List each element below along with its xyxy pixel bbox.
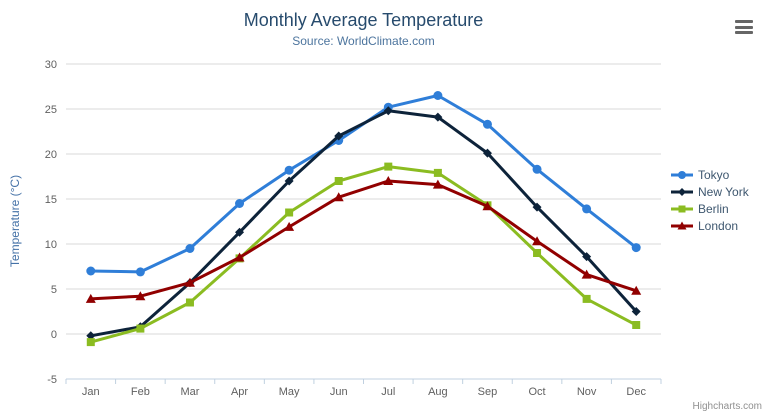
x-axis-label: Mar xyxy=(180,386,199,398)
data-point-marker[interactable] xyxy=(284,221,295,231)
circle-series-marker-icon xyxy=(671,170,693,179)
data-point-marker[interactable] xyxy=(582,252,592,262)
x-axis-label: Jan xyxy=(82,386,100,398)
data-point-marker[interactable] xyxy=(86,331,96,341)
legend-marker xyxy=(678,170,686,179)
x-axis-label: Jul xyxy=(381,386,395,398)
data-point-marker[interactable] xyxy=(85,293,96,303)
diamond-series-marker-icon xyxy=(671,187,693,196)
series-tokyo xyxy=(86,91,641,277)
y-axis-label: 5 xyxy=(51,284,57,296)
data-point-marker[interactable] xyxy=(631,307,641,316)
data-point-marker[interactable] xyxy=(582,294,591,303)
data-point-marker[interactable] xyxy=(632,321,641,329)
y-axis-label: 30 xyxy=(45,59,57,71)
legend-item-london[interactable]: London xyxy=(671,217,767,234)
data-point-marker[interactable] xyxy=(234,252,245,262)
data-point-marker[interactable] xyxy=(582,204,592,214)
data-point-marker[interactable] xyxy=(135,291,146,301)
x-axis-label: Oct xyxy=(528,386,545,398)
legend-item-berlin[interactable]: Berlin xyxy=(671,200,767,217)
series-london xyxy=(85,176,642,303)
legend-marker xyxy=(677,221,687,229)
data-point-marker[interactable] xyxy=(285,208,294,217)
hamburger-icon xyxy=(735,25,753,29)
series-line xyxy=(89,179,638,301)
data-point-marker[interactable] xyxy=(581,269,592,279)
data-point-marker[interactable] xyxy=(631,243,641,253)
data-point-marker[interactable] xyxy=(631,285,642,295)
data-point-marker[interactable] xyxy=(235,199,245,208)
legend-item-tokyo[interactable]: Tokyo xyxy=(671,166,767,183)
chart-subtitle: Source: WorldClimate.com xyxy=(292,34,435,48)
data-point-marker[interactable] xyxy=(184,277,195,287)
data-point-marker[interactable] xyxy=(432,179,443,189)
data-point-marker[interactable] xyxy=(532,236,543,246)
data-point-marker[interactable] xyxy=(383,176,394,185)
data-point-marker[interactable] xyxy=(533,249,542,257)
data-point-marker[interactable] xyxy=(86,338,95,347)
data-point-marker[interactable] xyxy=(433,91,443,100)
y-axis-label: 25 xyxy=(45,104,57,116)
legend: Tokyo New York Berlin London xyxy=(671,166,767,234)
data-point-marker[interactable] xyxy=(333,192,344,202)
data-point-marker[interactable] xyxy=(482,119,492,129)
x-axis-label: Sep xyxy=(478,386,498,398)
legend-label: Tokyo xyxy=(698,167,730,182)
data-point-marker[interactable] xyxy=(284,165,294,175)
credits-link[interactable]: Highcharts.com xyxy=(692,401,762,412)
hamburger-menu-button[interactable] xyxy=(735,20,753,34)
data-point-marker[interactable] xyxy=(384,162,393,171)
y-axis-title: Temperature (°C) xyxy=(8,174,22,268)
series-line xyxy=(89,165,638,344)
x-axis-label: Apr xyxy=(231,386,248,398)
data-point-marker[interactable] xyxy=(334,131,344,141)
data-point-marker[interactable] xyxy=(433,168,442,177)
data-point-marker[interactable] xyxy=(135,267,145,277)
x-axis-label: May xyxy=(279,386,300,398)
data-point-marker[interactable] xyxy=(383,106,393,116)
data-point-marker[interactable] xyxy=(86,266,96,276)
triangle-series-marker-icon xyxy=(671,221,693,229)
data-point-marker[interactable] xyxy=(136,324,145,333)
legend-marker xyxy=(678,205,686,212)
x-axis-label: Aug xyxy=(428,386,448,398)
y-axis-label: 20 xyxy=(45,149,57,161)
x-axis-label: Feb xyxy=(131,386,150,398)
data-point-marker[interactable] xyxy=(482,148,492,158)
y-axis-label: 10 xyxy=(45,239,57,251)
hamburger-icon xyxy=(735,20,753,23)
data-point-marker[interactable] xyxy=(235,227,245,237)
data-point-marker[interactable] xyxy=(185,298,194,307)
legend-marker xyxy=(678,187,686,196)
x-axis-label: Nov xyxy=(577,386,597,398)
legend-label: Berlin xyxy=(698,201,729,216)
y-axis-label: 0 xyxy=(51,329,57,341)
data-point-marker[interactable] xyxy=(433,112,443,122)
data-point-marker[interactable] xyxy=(482,201,493,211)
legend-label: London xyxy=(698,218,739,233)
data-point-marker[interactable] xyxy=(532,202,542,212)
series-new-york xyxy=(86,106,641,341)
legend-label: New York xyxy=(698,184,749,199)
data-point-marker[interactable] xyxy=(284,176,294,186)
data-point-marker[interactable] xyxy=(185,244,195,253)
x-axis-label: Dec xyxy=(626,386,646,398)
square-series-marker-icon xyxy=(671,205,693,212)
data-point-marker[interactable] xyxy=(532,164,542,174)
y-axis-label: -5 xyxy=(47,374,57,386)
y-axis-label: 15 xyxy=(45,194,57,206)
data-point-marker[interactable] xyxy=(334,177,343,185)
chart-title: Monthly Average Temperature xyxy=(243,10,484,30)
legend-item-new-york[interactable]: New York xyxy=(671,183,767,200)
series-line xyxy=(89,109,638,338)
x-axis-label: Jun xyxy=(330,386,348,398)
hamburger-icon xyxy=(735,31,753,34)
